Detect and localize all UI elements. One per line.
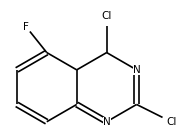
- Text: Cl: Cl: [166, 117, 176, 127]
- Text: N: N: [103, 117, 111, 127]
- Text: F: F: [23, 22, 29, 32]
- Text: Cl: Cl: [102, 11, 112, 21]
- Text: N: N: [133, 65, 140, 75]
